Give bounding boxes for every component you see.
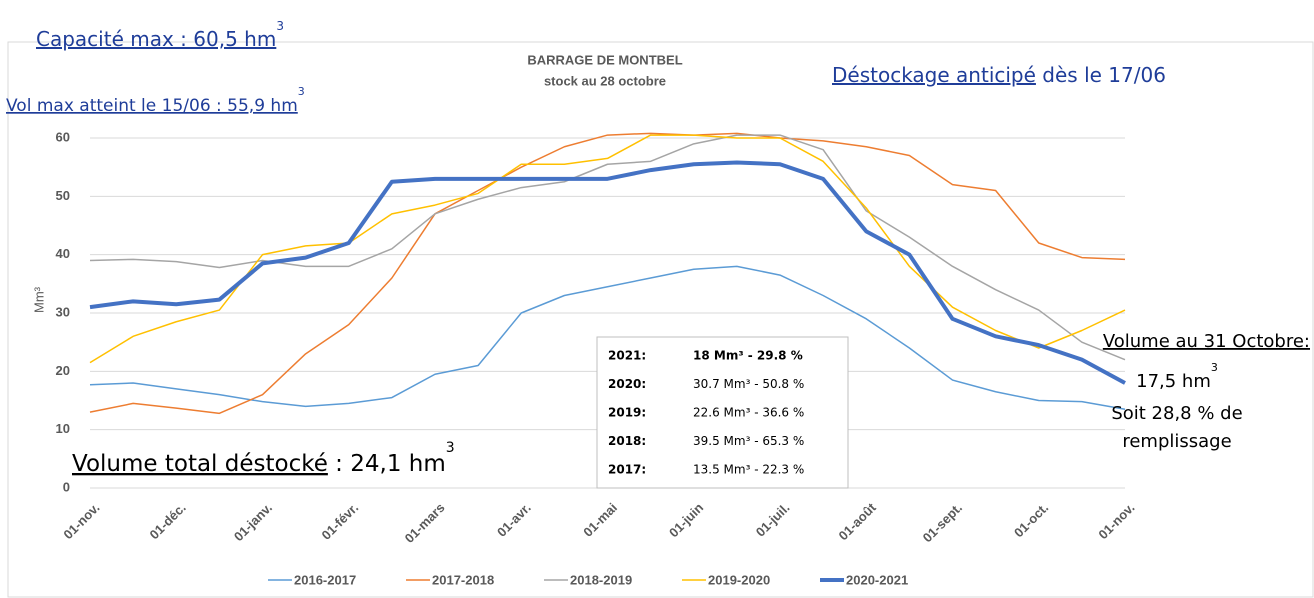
- y-tick-label: 20: [56, 363, 70, 378]
- table-year: 2018:: [608, 434, 646, 448]
- annotation: Volume au 31 Octobre:: [1103, 331, 1310, 352]
- y-tick-label: 30: [56, 304, 70, 319]
- sup: 3: [1211, 361, 1218, 374]
- table-value: 39.5 Mm³ - 65.3 %: [693, 434, 804, 448]
- x-tick-label: 01-août: [836, 499, 880, 543]
- text: Volume total déstocké: [72, 451, 328, 477]
- legend: 2016-2017 2017-2018 2018-2019 2019-2020 2020…: [268, 572, 908, 587]
- series-line: [89, 132, 1126, 415]
- text: Vol max atteint le 15/06 : 55,9 hm: [6, 96, 298, 116]
- y-tick-label: 10: [56, 421, 70, 436]
- x-tick-label: 01-nov.: [1095, 500, 1137, 542]
- annotation: Capacité max : 60,5 hm3: [36, 19, 284, 51]
- series-line: [89, 134, 1126, 361]
- x-tick-label: 01-févr.: [318, 500, 361, 543]
- sup: 3: [276, 19, 284, 33]
- annotation: 17,5 hm3: [1136, 361, 1218, 392]
- sup: 3: [446, 440, 455, 456]
- y-tick-label: 40: [56, 246, 70, 261]
- x-tick-label: 01-oct.: [1011, 500, 1051, 540]
- table-year: 2020:: [608, 377, 646, 391]
- x-tick-label: 01-mai: [580, 500, 620, 540]
- annotation: Vol max atteint le 15/06 : 55,9 hm3: [6, 85, 305, 116]
- text: Déstockage anticipé: [832, 63, 1036, 87]
- x-tick-label: 01-janv.: [231, 500, 275, 544]
- series-line: [89, 134, 1126, 364]
- table-value: 22.6 Mm³ - 36.6 %: [693, 406, 804, 420]
- x-tick-label: 01-avr.: [494, 500, 534, 540]
- x-tick-label: 01-juin: [666, 500, 706, 540]
- chart-subtitle: stock au 28 octobre: [544, 73, 666, 88]
- y-axis-label: Mm³: [31, 286, 46, 313]
- text: Capacité max : 60,5 hm: [36, 27, 276, 51]
- annotation: Soit 28,8 % de: [1111, 403, 1242, 424]
- table-year: 2021:: [608, 349, 646, 363]
- table-value: 13.5 Mm³ - 22.3 %: [693, 463, 804, 477]
- legend-label: 2019-2020: [708, 572, 770, 587]
- y-tick-label: 50: [56, 188, 70, 203]
- x-tick-label: 01-nov.: [60, 500, 102, 542]
- legend-label: 2017-2018: [432, 572, 494, 587]
- legend-label: 2016-2017: [294, 572, 356, 587]
- table-value: 18 Mm³ - 29.8 %: [693, 349, 803, 363]
- summary-table: [596, 336, 849, 489]
- annotation: Déstockage anticipé dès le 17/06: [832, 63, 1166, 87]
- text: 17,5 hm: [1136, 371, 1211, 392]
- chart-border: [7, 41, 1314, 598]
- table-year: 2019:: [608, 406, 646, 420]
- table-value: 30.7 Mm³ - 50.8 %: [693, 377, 804, 391]
- annotation: remplissage: [1122, 431, 1231, 452]
- table-year: 2017:: [608, 463, 646, 477]
- text: : 24,1 hm: [328, 451, 446, 477]
- x-tick-label: 01-sept.: [920, 500, 965, 545]
- annotation: Volume total déstocké : 24,1 hm3: [72, 440, 455, 477]
- text: dès le 17/06: [1036, 63, 1166, 87]
- x-tick-label: 01-mars: [402, 500, 448, 546]
- x-tick-label: 01-déc.: [147, 500, 189, 542]
- legend-label: 2020-2021: [846, 572, 908, 587]
- legend-label: 2018-2019: [570, 572, 632, 587]
- x-tick-label: 01-juil.: [753, 500, 793, 540]
- table-rows: 2021: 18 Mm³ - 29.8 % 2020: 30.7 Mm³ - 50.8…: [608, 349, 804, 477]
- sup: 3: [298, 85, 305, 98]
- y-tick-label: 0: [63, 479, 70, 494]
- y-tick-label: 60: [56, 129, 70, 144]
- series-line: [89, 160, 1126, 385]
- series-line: [89, 265, 1126, 410]
- chart-title: BARRAGE DE MONTBEL: [527, 52, 682, 67]
